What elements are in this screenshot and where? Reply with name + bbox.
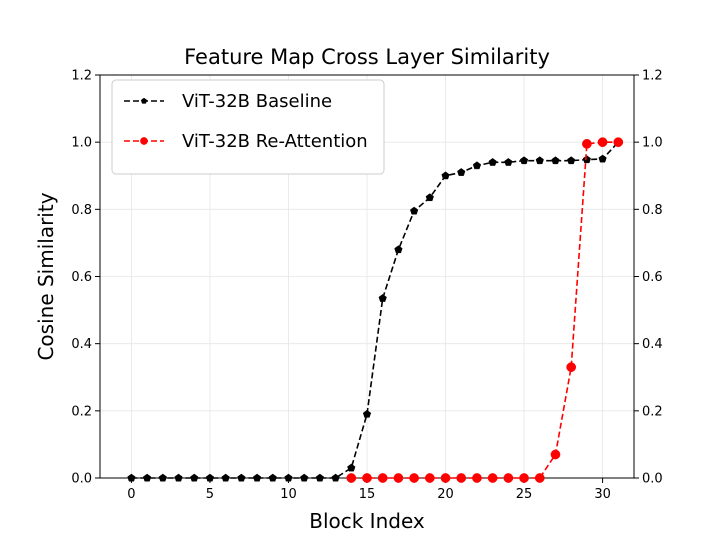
- y-tick-label-right-4: 0.8: [642, 203, 663, 218]
- series-0-point-12: [315, 473, 324, 482]
- series-0-point-21: [457, 168, 466, 176]
- series-0-point-27: [551, 156, 560, 165]
- series-1-point-9: [487, 473, 498, 483]
- series-0-point-5: [205, 473, 215, 482]
- x-tick-label-3: 15: [359, 487, 376, 502]
- series-0-point-22: [472, 161, 482, 170]
- series-0-point-14: [347, 463, 356, 472]
- x-tick-label-2: 10: [280, 487, 297, 502]
- series-1-point-10: [503, 473, 514, 483]
- series-0-point-15: [362, 409, 372, 418]
- series-0-point-6: [221, 473, 230, 482]
- series-0-point-1: [143, 473, 152, 482]
- series-0-point-17: [394, 245, 403, 254]
- series-0-point-10: [284, 473, 293, 482]
- series-1-point-11: [519, 473, 529, 483]
- y-tick-label-left-0: 0.0: [71, 472, 92, 487]
- series-layer: [127, 137, 624, 483]
- series-1-point-4: [409, 473, 419, 483]
- y-tick-label-right-3: 0.6: [642, 270, 663, 285]
- series-1-point-3: [393, 473, 404, 483]
- series-1-point-8: [472, 473, 482, 483]
- legend-marker-1: [140, 137, 148, 145]
- series-0-point-28: [567, 156, 576, 165]
- y-tick-label-right-2: 0.4: [642, 337, 663, 352]
- series-1-point-0: [346, 473, 357, 483]
- x-axis-label: Block Index: [309, 509, 425, 533]
- legend-label-1: ViT-32B Re-Attention: [182, 131, 368, 152]
- series-0-point-2: [158, 473, 167, 482]
- series-1-point-12: [534, 473, 545, 483]
- series-0-point-0: [127, 473, 136, 482]
- y-tick-label-left-5: 1.0: [71, 136, 92, 151]
- series-0-point-9: [268, 473, 277, 482]
- series-1-line: [351, 141, 619, 479]
- series-1-point-7: [456, 473, 467, 483]
- series-1-point-14: [566, 362, 577, 373]
- series-0-point-3: [174, 473, 183, 482]
- series-0-point-25: [519, 156, 529, 165]
- series-0-point-7: [237, 473, 246, 482]
- series-0-line: [131, 141, 619, 479]
- y-tick-label-right-1: 0.2: [642, 404, 663, 419]
- y-tick-label-left-1: 0.2: [71, 404, 92, 419]
- series-0-point-23: [488, 158, 497, 166]
- series-0-point-11: [300, 473, 309, 482]
- y-axis-label: Cosine Similarity: [34, 192, 58, 360]
- chart-title: Feature Map Cross Layer Similarity: [184, 45, 550, 69]
- y-tick-label-right-5: 1.0: [642, 136, 663, 151]
- legend-marker-0: [140, 97, 148, 104]
- x-tick-label-6: 30: [594, 487, 611, 502]
- y-tick-label-left-6: 1.2: [71, 69, 92, 84]
- series-0-point-24: [504, 158, 513, 166]
- legend: ViT-32B Baseline ViT-32B Re-Attention: [111, 79, 385, 175]
- series-0-point-30: [598, 154, 607, 163]
- x-tick-label-4: 20: [437, 487, 454, 502]
- y-tick-label-right-6: 1.2: [642, 69, 663, 84]
- series-1-point-15: [582, 138, 592, 149]
- legend-label-0: ViT-32B Baseline: [182, 91, 332, 112]
- y-tick-label-left-4: 0.8: [71, 203, 92, 218]
- series-1-point-13: [550, 449, 561, 460]
- series-1-point-17: [613, 137, 624, 148]
- series-0-point-19: [425, 193, 434, 202]
- x-tick-label-5: 25: [516, 487, 533, 502]
- series-1-point-5: [424, 473, 435, 483]
- series-0-point-13: [331, 473, 340, 482]
- series-0-point-8: [252, 473, 262, 482]
- y-tick-label-left-2: 0.4: [71, 337, 92, 352]
- x-tick-label-1: 5: [206, 487, 214, 502]
- series-1: [346, 137, 624, 483]
- series-0-point-16: [378, 294, 387, 302]
- series-0-point-18: [410, 206, 419, 215]
- series-1-point-2: [377, 473, 388, 483]
- series-1-point-1: [362, 473, 372, 483]
- series-1-point-6: [440, 473, 451, 483]
- series-0: [127, 137, 623, 482]
- series-0-point-4: [190, 473, 199, 482]
- axis-ticks: 0 5 10 15 20 25 30 0.0 0.0 0.2 0.2 0.4 0.4 0.6 0.6 0.8 0…: [71, 69, 662, 503]
- legend-box: [111, 79, 385, 175]
- series-0-point-29: [582, 155, 591, 164]
- series-1-point-16: [597, 137, 608, 148]
- x-tick-label-0: 0: [127, 487, 135, 502]
- series-0-point-20: [441, 171, 450, 180]
- y-tick-label-right-0: 0.0: [642, 472, 663, 487]
- y-tick-label-left-3: 0.6: [71, 270, 92, 285]
- series-0-point-26: [535, 156, 544, 165]
